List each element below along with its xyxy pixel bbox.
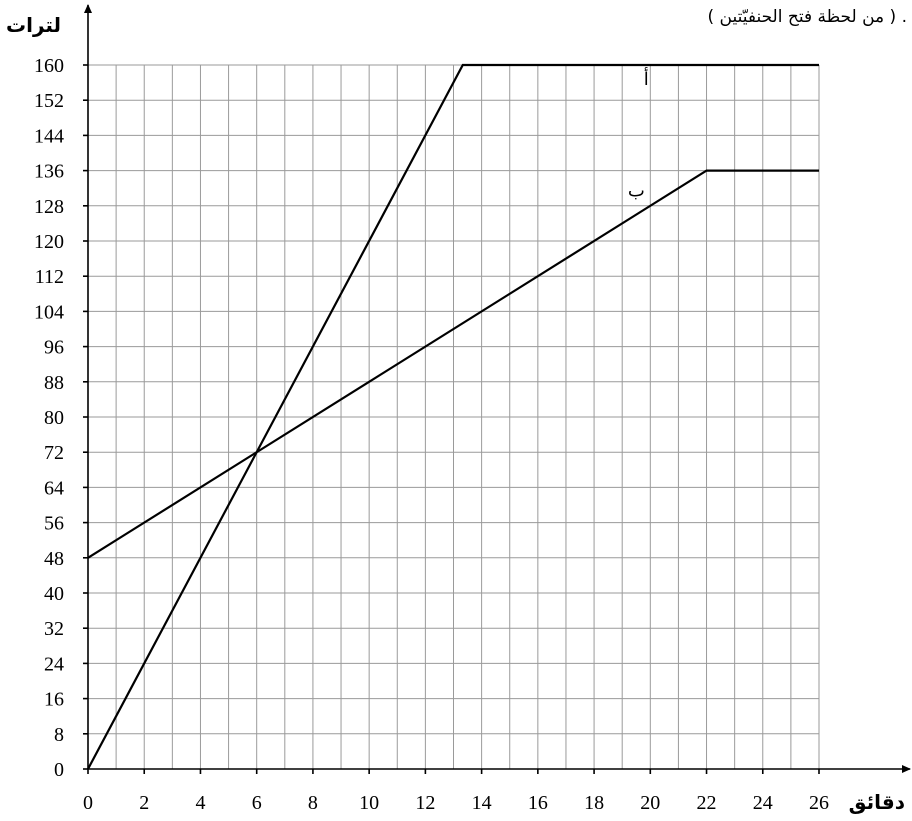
x-tick-label: 20 [640, 792, 660, 814]
y-tick-label: 8 [54, 724, 64, 746]
y-tick-label: 16 [44, 689, 64, 711]
y-tick-label: 56 [44, 513, 64, 535]
series-line-2 [87, 169, 819, 559]
y-tick-label: 104 [34, 301, 64, 323]
series-label-1: أ [644, 67, 649, 90]
y-tick-label: 112 [35, 266, 64, 288]
x-tick-label: 26 [809, 792, 829, 814]
y-tick-label: 24 [44, 653, 64, 675]
x-tick-label: 8 [308, 792, 318, 814]
series-line-1 [87, 63, 819, 770]
y-tick-label: 48 [44, 548, 64, 570]
y-tick-label: 120 [34, 231, 64, 253]
x-tick-label: 2 [139, 792, 149, 814]
y-tick-label: 136 [34, 161, 64, 183]
y-tick-label: 160 [34, 55, 64, 77]
x-tick-label: 22 [697, 792, 717, 814]
grid [87, 64, 820, 770]
y-tick-label: 64 [44, 477, 64, 499]
y-tick-label: 96 [44, 337, 64, 359]
chart-caption: ( من لحظة فتح الحنفيّتين ) . [707, 7, 907, 27]
y-tick-label: 0 [54, 759, 64, 781]
y-tick-label: 72 [44, 442, 64, 464]
series-label-2: ب [628, 181, 645, 202]
x-tick-label: 6 [252, 792, 262, 814]
x-tick-label: 14 [472, 792, 492, 814]
y-tick-label: 40 [44, 583, 64, 605]
x-tick-label: 18 [584, 792, 604, 814]
x-tick-label: 24 [753, 792, 773, 814]
x-tick-label: 4 [195, 792, 205, 814]
y-tick-label: 128 [34, 196, 64, 218]
y-tick-label: 88 [44, 372, 64, 394]
y-tick-label: 144 [34, 125, 64, 147]
axes [83, 4, 911, 774]
y-tick-label: 32 [44, 618, 64, 640]
labels: 0816243240485664728088961041121201281361… [6, 13, 905, 814]
y-tick-label: 80 [44, 407, 64, 429]
x-tick-label: 10 [359, 792, 379, 814]
x-axis-title: دقائق [849, 790, 905, 814]
x-tick-label: 0 [83, 792, 93, 814]
y-axis-title: لترات [6, 13, 61, 37]
y-tick-label: 152 [34, 90, 64, 112]
series-group [87, 63, 819, 770]
x-tick-label: 16 [528, 792, 548, 814]
x-tick-label: 12 [415, 792, 435, 814]
